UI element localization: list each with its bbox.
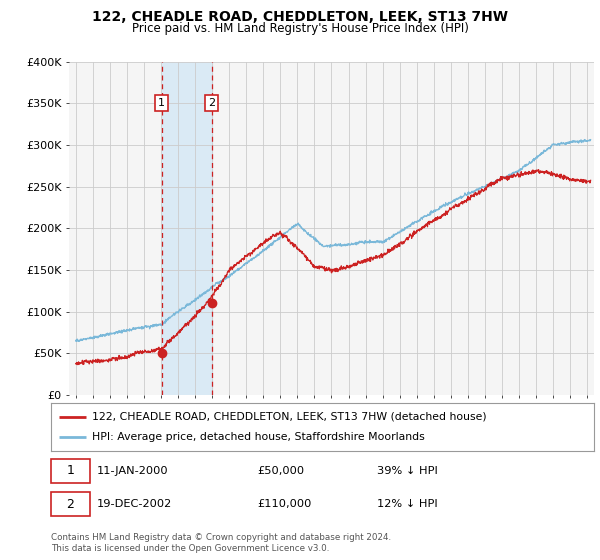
Text: 39% ↓ HPI: 39% ↓ HPI bbox=[377, 466, 437, 476]
Text: Price paid vs. HM Land Registry's House Price Index (HPI): Price paid vs. HM Land Registry's House … bbox=[131, 22, 469, 35]
Text: HPI: Average price, detached house, Staffordshire Moorlands: HPI: Average price, detached house, Staf… bbox=[92, 432, 424, 442]
FancyBboxPatch shape bbox=[51, 459, 90, 483]
Text: 12% ↓ HPI: 12% ↓ HPI bbox=[377, 500, 437, 509]
FancyBboxPatch shape bbox=[51, 492, 90, 516]
Text: 122, CHEADLE ROAD, CHEDDLETON, LEEK, ST13 7HW: 122, CHEADLE ROAD, CHEDDLETON, LEEK, ST1… bbox=[92, 10, 508, 24]
Text: This data is licensed under the Open Government Licence v3.0.: This data is licensed under the Open Gov… bbox=[51, 544, 329, 553]
Text: 19-DEC-2002: 19-DEC-2002 bbox=[97, 500, 172, 509]
Text: 122, CHEADLE ROAD, CHEDDLETON, LEEK, ST13 7HW (detached house): 122, CHEADLE ROAD, CHEDDLETON, LEEK, ST1… bbox=[92, 412, 487, 422]
Text: 11-JAN-2000: 11-JAN-2000 bbox=[97, 466, 169, 476]
Text: Contains HM Land Registry data © Crown copyright and database right 2024.: Contains HM Land Registry data © Crown c… bbox=[51, 533, 391, 542]
Bar bbox=[161, 62, 212, 395]
Text: 2: 2 bbox=[208, 98, 215, 108]
Text: 1: 1 bbox=[67, 464, 74, 478]
Text: 1: 1 bbox=[158, 98, 165, 108]
Text: £110,000: £110,000 bbox=[257, 500, 312, 509]
Text: 2: 2 bbox=[67, 498, 74, 511]
Text: £50,000: £50,000 bbox=[257, 466, 304, 476]
